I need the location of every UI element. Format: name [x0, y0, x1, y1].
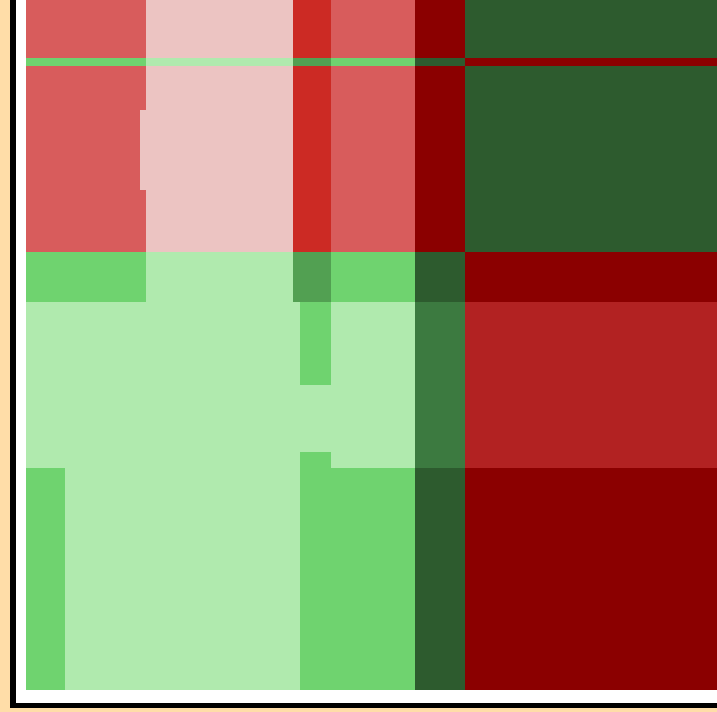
- color-block: [293, 252, 331, 302]
- color-block: [26, 66, 146, 252]
- color-block: [465, 66, 717, 252]
- color-block: [465, 0, 717, 58]
- color-block: [415, 66, 465, 252]
- color-block: [146, 252, 293, 302]
- color-block: [465, 58, 717, 66]
- color-block: [26, 468, 65, 690]
- color-block: [331, 468, 415, 690]
- color-block: [415, 302, 465, 468]
- color-block: [415, 468, 465, 690]
- color-block: [465, 302, 717, 468]
- color-block: [331, 252, 415, 302]
- color-block: [26, 252, 146, 302]
- color-block: [465, 252, 717, 302]
- color-block: [26, 58, 146, 66]
- color-block: [331, 0, 415, 58]
- color-block: [415, 252, 465, 302]
- color-block: [26, 0, 146, 58]
- color-block: [300, 302, 331, 385]
- color-block: [293, 66, 331, 252]
- color-block: [140, 110, 146, 190]
- color-block: [293, 58, 331, 66]
- color-block: [331, 58, 415, 66]
- color-block: [146, 0, 293, 58]
- color-block: [415, 58, 465, 66]
- color-block: [65, 468, 300, 690]
- color-block: [146, 66, 293, 252]
- color-block: [300, 452, 331, 690]
- color-block: [465, 468, 717, 690]
- color-block: [331, 66, 415, 252]
- color-block: [415, 0, 465, 58]
- color-block: [146, 58, 293, 66]
- color-block: [293, 0, 331, 58]
- color-block: [26, 302, 415, 468]
